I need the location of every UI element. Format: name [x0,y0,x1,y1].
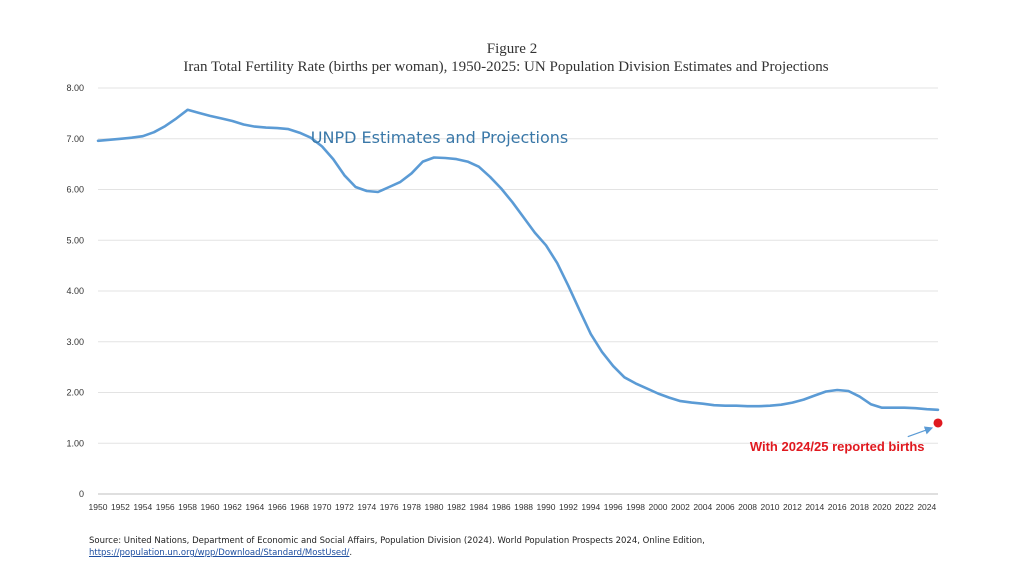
x-tick-label: 1956 [156,502,175,512]
x-tick-label: 1960 [201,502,220,512]
x-tick-label: 1964 [245,502,264,512]
gridlines [98,87,938,495]
y-tick-label: 1.00 [66,438,84,448]
x-tick-label: 2024 [917,502,936,512]
x-axis: 1950 1952 1954 1956 1958 1960 1962 1964 1966 1968… [89,502,937,512]
series-layer [96,108,940,412]
x-tick-label: 1962 [223,502,242,512]
x-tick-label: 1972 [335,502,354,512]
x-tick-label: 2004 [693,502,712,512]
y-tick-label: 8.00 [66,83,84,93]
y-tick-label: 4.00 [66,286,84,296]
reported-births-label: With 2024/25 reported births [750,439,925,454]
source-link-suffix: . [349,548,353,558]
y-axis: 0 1.00 2.00 3.00 4.00 5.00 6.00 7.00 8.00 [66,83,84,499]
x-tick-label: 2016 [828,502,847,512]
y-tick-label: 5.00 [66,235,84,245]
x-tick-label: 1958 [178,502,197,512]
chart-figure-number: Figure 2 [487,41,537,57]
source-link[interactable]: https://population.un.org/wpp/Download/S… [89,548,350,558]
x-tick-label: 2010 [761,502,780,512]
y-tick-label: 3.00 [66,337,84,347]
x-tick-label: 2008 [738,502,757,512]
x-tick-label: 1974 [357,502,376,512]
y-tick-label: 7.00 [66,134,84,144]
x-tick-label: 2018 [850,502,869,512]
annotation-arrow [907,426,934,438]
x-tick-label: 2022 [895,502,914,512]
x-tick-label: 1994 [581,502,600,512]
x-tick-label: 2002 [671,502,690,512]
source-note: Source: United Nations, Department of Ec… [89,535,989,559]
x-tick-label: 1990 [537,502,556,512]
x-tick-label: 1998 [626,502,645,512]
x-tick-label: 1978 [402,502,421,512]
annotations: UNPD Estimates and Projections With 2024/… [311,128,943,454]
x-tick-label: 2014 [805,502,824,512]
x-tick-label: 1970 [313,502,332,512]
x-tick-label: 1950 [89,502,108,512]
x-tick-label: 2020 [873,502,892,512]
x-tick-label: 1988 [514,502,533,512]
y-tick-label: 0 [79,489,84,499]
x-tick-label: 2012 [783,502,802,512]
y-tick-label: 2.00 [66,388,84,398]
x-tick-label: 1982 [447,502,466,512]
x-tick-label: 1954 [133,502,152,512]
x-tick-label: 1968 [290,502,309,512]
x-tick-label: 1980 [425,502,444,512]
source-text: Source: United Nations, Department of Ec… [89,536,705,546]
x-tick-label: 1966 [268,502,287,512]
chart-title: Iran Total Fertility Rate (births per wo… [183,59,828,75]
series-line-tfr [96,108,940,412]
x-tick-label: 2006 [716,502,735,512]
x-tick-label: 1952 [111,502,130,512]
reported-births-point [933,418,943,428]
x-tick-label: 2000 [649,502,668,512]
x-tick-label: 1996 [604,502,623,512]
series-annotation-label: UNPD Estimates and Projections [311,128,568,147]
y-tick-label: 6.00 [66,185,84,195]
x-tick-label: 1984 [469,502,488,512]
x-tick-label: 1986 [492,502,511,512]
x-tick-label: 1992 [559,502,578,512]
x-tick-label: 1976 [380,502,399,512]
